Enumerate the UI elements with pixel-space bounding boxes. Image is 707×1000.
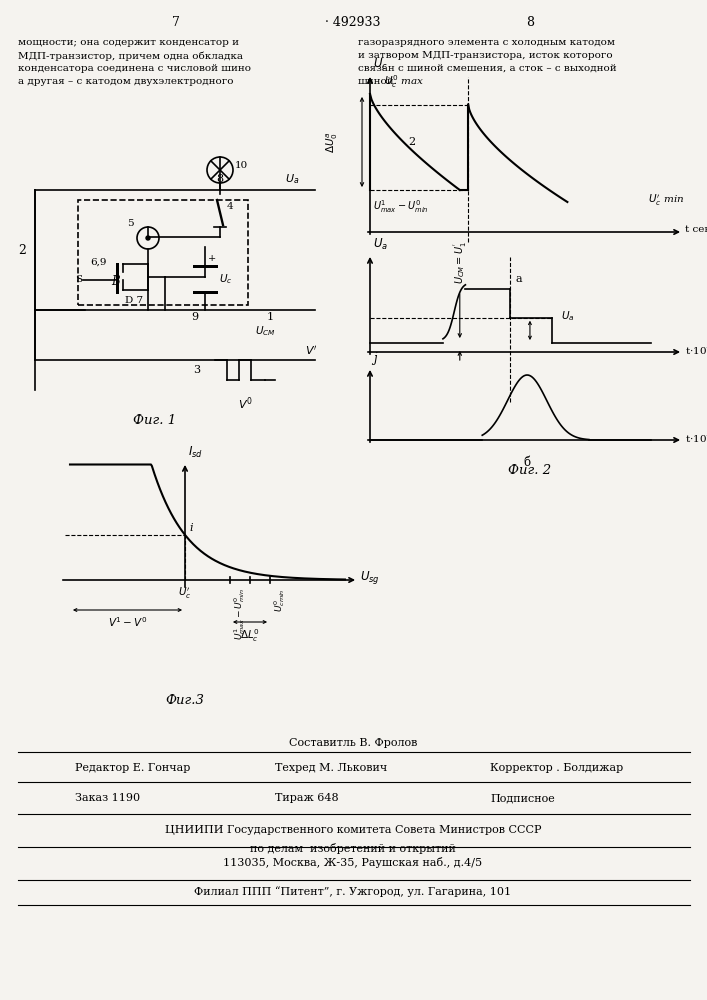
Text: $V'$: $V'$ xyxy=(305,344,317,357)
Text: 113035, Москва, Ж-35, Раушская наб., д.4/5: 113035, Москва, Ж-35, Раушская наб., д.4… xyxy=(223,857,483,868)
Text: $U_{cmin}^0$: $U_{cmin}^0$ xyxy=(272,588,287,612)
Text: мощности; она содержит конденсатор и
МДП-транзистор, причем одна обкладка
конден: мощности; она содержит конденсатор и МДП… xyxy=(18,38,251,86)
Text: 6,9: 6,9 xyxy=(90,257,107,266)
Text: $U_c'$ min: $U_c'$ min xyxy=(648,192,684,208)
Text: Техред М. Лькович: Техред М. Лькович xyxy=(275,763,387,773)
Text: t$\cdot$10$^{-4}$сек: t$\cdot$10$^{-4}$сек xyxy=(685,343,707,357)
Text: a: a xyxy=(516,274,522,284)
Text: +: + xyxy=(208,254,216,263)
Text: 7: 7 xyxy=(172,15,180,28)
Text: $U_c$: $U_c$ xyxy=(219,272,233,286)
Text: Фиг. 1: Фиг. 1 xyxy=(134,414,177,426)
Text: 2: 2 xyxy=(409,137,416,147)
Text: $U_{sg}$: $U_{sg}$ xyxy=(360,570,380,586)
Text: $U_c^0$ max: $U_c^0$ max xyxy=(384,73,424,90)
Text: $U_{CM}$: $U_{CM}$ xyxy=(255,324,276,338)
Text: Фиг.3: Фиг.3 xyxy=(165,694,204,706)
Text: 8: 8 xyxy=(216,174,223,184)
Bar xyxy=(78,200,248,305)
Text: $V^1-V^0$: $V^1-V^0$ xyxy=(107,615,147,629)
Text: B: B xyxy=(111,275,119,288)
Text: ЦНИИПИ Государственного комитета Совета Министров СССР: ЦНИИПИ Государственного комитета Совета … xyxy=(165,825,542,835)
Text: по делам  изобретений и открытий: по делам изобретений и открытий xyxy=(250,843,456,854)
Text: 8: 8 xyxy=(526,15,534,28)
Text: Фиг. 2: Фиг. 2 xyxy=(508,464,551,477)
Text: 9: 9 xyxy=(192,312,199,322)
Text: 1: 1 xyxy=(267,312,274,322)
Text: Тираж 648: Тираж 648 xyxy=(275,793,339,803)
Text: $\Delta L_c^0$: $\Delta L_c^0$ xyxy=(240,627,260,644)
Text: 2: 2 xyxy=(18,243,26,256)
Text: t сек: t сек xyxy=(685,226,707,234)
Text: $U_c'$: $U_c'$ xyxy=(178,586,192,601)
Text: $U_{max}^1 - U_{min}^0$: $U_{max}^1 - U_{min}^0$ xyxy=(232,588,247,640)
Text: газоразрядного элемента с холодным катодом
и затвором МДП-транзистора, исток кот: газоразрядного элемента с холодным катод… xyxy=(358,38,617,86)
Text: $I_{sd}$: $I_{sd}$ xyxy=(188,445,203,460)
Text: $U_c$: $U_c$ xyxy=(373,57,388,72)
Text: 10: 10 xyxy=(235,161,248,170)
Text: S: S xyxy=(75,275,82,284)
Text: $U_{CM}=U_1^{'}$: $U_{CM}=U_1^{'}$ xyxy=(451,241,469,284)
Text: D 7: D 7 xyxy=(125,296,143,305)
Text: Редактор Е. Гончар: Редактор Е. Гончар xyxy=(75,763,190,773)
Circle shape xyxy=(146,236,150,240)
Text: Подписное: Подписное xyxy=(490,793,555,803)
Text: · 492933: · 492933 xyxy=(325,15,381,28)
Text: 4: 4 xyxy=(227,202,233,211)
Text: $U_a$: $U_a$ xyxy=(561,309,574,323)
Text: Составитль В. Фролов: Составитль В. Фролов xyxy=(289,738,417,748)
Text: Заказ 1190: Заказ 1190 xyxy=(75,793,140,803)
Text: Филиал ППП “Питент”, г. Ужгород, ул. Гагарина, 101: Филиал ППП “Питент”, г. Ужгород, ул. Гаг… xyxy=(194,887,512,897)
Text: $\Delta U_0^a$: $\Delta U_0^a$ xyxy=(325,131,340,153)
Text: 3: 3 xyxy=(193,365,200,375)
Text: б: б xyxy=(524,456,531,469)
Text: $U_{max}^1-U_{min}^0$: $U_{max}^1-U_{min}^0$ xyxy=(373,198,428,215)
Text: Корректор . Болдижар: Корректор . Болдижар xyxy=(490,763,624,773)
Text: 5: 5 xyxy=(127,220,134,229)
Text: $V^0$: $V^0$ xyxy=(238,395,252,412)
Text: i: i xyxy=(189,523,192,533)
Text: $U_a$: $U_a$ xyxy=(373,237,388,252)
Text: t$\cdot$10$^{-4}$сек: t$\cdot$10$^{-4}$сек xyxy=(685,431,707,445)
Text: j: j xyxy=(373,352,377,365)
Text: $U_a$: $U_a$ xyxy=(285,172,299,186)
